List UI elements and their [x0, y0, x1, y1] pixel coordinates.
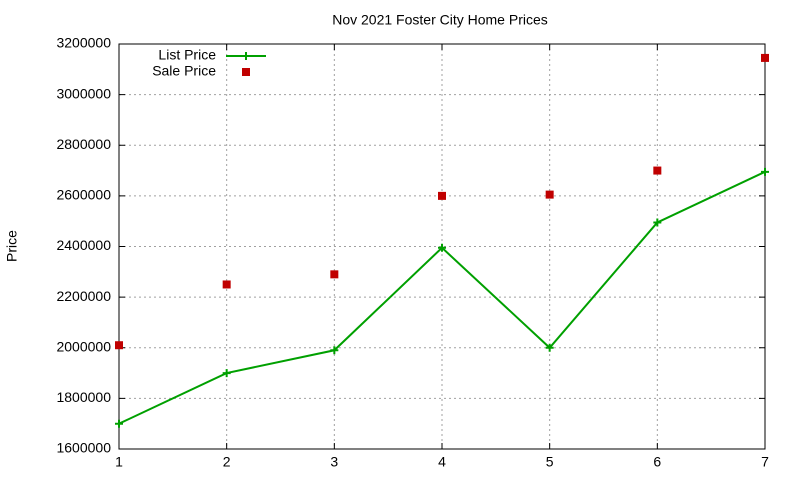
- plot-frame: [118, 43, 766, 450]
- point: [438, 243, 446, 252]
- y-tick-label: 1600000: [56, 440, 111, 456]
- y-tick-label: 2800000: [56, 136, 111, 152]
- y-tick-label: 2400000: [56, 237, 111, 253]
- point: [653, 218, 662, 227]
- point: [222, 280, 231, 289]
- y-tick-label: 1800000: [56, 389, 111, 405]
- y-tick-label: 2000000: [56, 338, 111, 354]
- point: [222, 369, 231, 378]
- x-tick-label: 7: [761, 454, 769, 470]
- y-tick-label: 2200000: [56, 288, 111, 304]
- y-axis-label: Price: [4, 230, 20, 262]
- x-tick-label: 1: [115, 454, 123, 470]
- point: [653, 166, 662, 175]
- x-tick-label: 4: [438, 454, 446, 470]
- x-tick-label: 5: [546, 454, 554, 470]
- chart-title: Nov 2021 Foster City Home Prices: [332, 12, 548, 28]
- point: [761, 167, 769, 176]
- point: [545, 343, 554, 352]
- legend-marker: [242, 68, 250, 76]
- y-tick-label: 3200000: [56, 35, 111, 51]
- x-tick-label: 2: [223, 454, 231, 470]
- point: [115, 419, 123, 428]
- legend-marker: [242, 52, 250, 60]
- y-tick-label: 2600000: [56, 187, 111, 203]
- point: [545, 190, 554, 199]
- legend-label: List Price: [158, 47, 216, 63]
- x-tick-label: 6: [653, 454, 661, 470]
- point: [115, 341, 123, 350]
- x-tick-label: 3: [330, 454, 338, 470]
- point: [330, 346, 339, 355]
- point: [330, 270, 339, 279]
- point: [438, 191, 446, 200]
- point: [761, 53, 769, 62]
- y-tick-label: 3000000: [56, 85, 111, 101]
- legend-label: Sale Price: [152, 63, 216, 79]
